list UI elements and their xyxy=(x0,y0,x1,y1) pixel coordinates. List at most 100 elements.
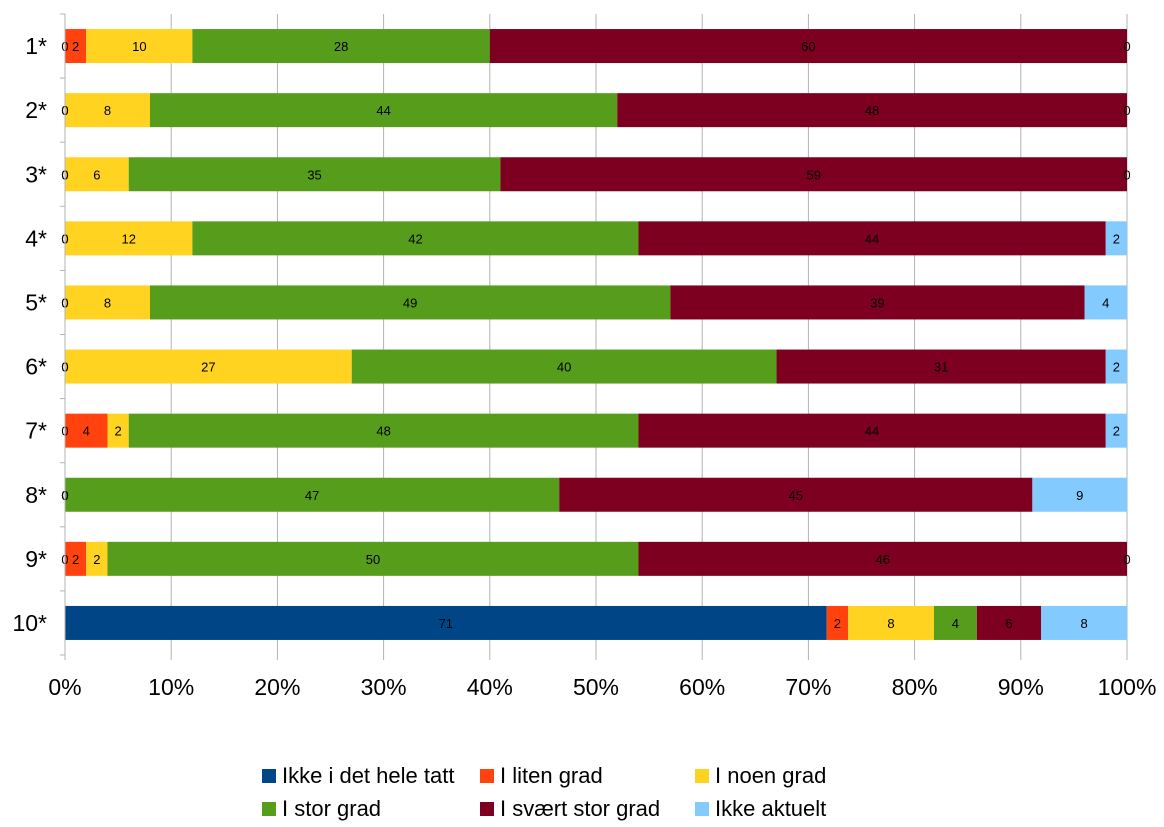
data-label: 44 xyxy=(376,103,390,118)
y-tick-label: 9* xyxy=(25,546,47,572)
x-tick-label: 70% xyxy=(785,674,831,700)
x-tick-label: 0% xyxy=(48,674,81,700)
bar-segment xyxy=(933,605,977,640)
x-tick-label: 90% xyxy=(998,674,1044,700)
data-label: 2 xyxy=(72,39,79,54)
data-label: 2 xyxy=(1113,231,1120,246)
bar-segment xyxy=(776,349,1106,384)
data-label: 42 xyxy=(408,231,422,246)
data-label: 47 xyxy=(305,488,319,503)
legend-swatch xyxy=(262,802,276,816)
data-label: 39 xyxy=(870,295,884,310)
axes: 0% 10% 20% 30% 40% 50% 60% 70% 80% 90% 100% 1* 2* 3* 4… xyxy=(12,13,1156,700)
data-label: 8 xyxy=(104,295,111,310)
bar-segment xyxy=(1032,477,1127,512)
data-label: 46 xyxy=(876,552,890,567)
legend-swatch xyxy=(262,769,276,783)
data-label: 8 xyxy=(887,616,894,631)
data-label: 28 xyxy=(334,39,348,54)
legend-swatch xyxy=(695,769,709,783)
x-tick-label: 10% xyxy=(148,674,194,700)
bar-segment xyxy=(107,541,639,576)
bar-segment xyxy=(192,221,639,256)
bar-segment xyxy=(976,605,1042,640)
bar-segment xyxy=(65,413,108,448)
bar-segment xyxy=(848,605,934,640)
data-label: 0 xyxy=(1123,103,1130,118)
bar-segment xyxy=(65,157,129,192)
bar-segment xyxy=(192,29,490,64)
bar-segment xyxy=(128,413,639,448)
bar-segment xyxy=(638,413,1106,448)
legend-label: I noen grad xyxy=(715,763,827,788)
legend: Ikke i det hele tatt I liten grad I noen g… xyxy=(262,762,942,826)
data-label: 0 xyxy=(1123,552,1130,567)
data-label: 71 xyxy=(439,616,453,631)
bars: 0210286000084448000635590001242442008493… xyxy=(61,29,1131,640)
y-tick-label: 2* xyxy=(25,97,47,123)
data-label: 2 xyxy=(1113,360,1120,375)
bar-segment xyxy=(86,29,193,64)
bar-segment xyxy=(1041,605,1127,640)
data-label: 60 xyxy=(801,39,815,54)
data-label: 9 xyxy=(1076,488,1083,503)
bar-segment xyxy=(617,93,1127,128)
bar-segment xyxy=(1105,413,1127,448)
data-label: 49 xyxy=(403,295,417,310)
data-label: 2 xyxy=(1113,424,1120,439)
data-label: 0 xyxy=(1123,167,1130,182)
data-label: 12 xyxy=(121,231,135,246)
legend-swatch xyxy=(695,802,709,816)
bar-segment xyxy=(638,541,1127,576)
data-label: 44 xyxy=(865,231,879,246)
legend-swatch xyxy=(480,769,494,783)
bar-segment xyxy=(65,349,352,384)
data-label: 2 xyxy=(834,616,841,631)
bar-segment xyxy=(65,477,560,512)
bar-segment xyxy=(149,93,618,128)
data-label: 45 xyxy=(789,488,803,503)
data-label: 4 xyxy=(952,616,959,631)
legend-item: Ikke aktuelt xyxy=(695,795,895,823)
stacked-bar-chart: 0210286000084448000635590001242442008493… xyxy=(12,13,1156,700)
y-tick-label: 7* xyxy=(25,418,47,444)
x-tick-label: 60% xyxy=(679,674,725,700)
legend-item: I stor grad xyxy=(262,795,480,823)
data-label: 2 xyxy=(93,552,100,567)
x-tick-label: 80% xyxy=(892,674,938,700)
bar-segment xyxy=(638,221,1106,256)
data-label: 2 xyxy=(72,552,79,567)
bar-segment xyxy=(826,605,849,640)
y-tick-label: 4* xyxy=(25,225,47,251)
bar-segment xyxy=(65,93,150,128)
bar-segment xyxy=(1105,221,1127,256)
y-tick-label: 8* xyxy=(25,482,47,508)
data-label: 2 xyxy=(114,424,121,439)
y-tick-label: 10* xyxy=(12,610,47,636)
y-tick-label: 5* xyxy=(25,289,47,315)
data-label: 50 xyxy=(366,552,380,567)
y-tick-label: 6* xyxy=(25,354,47,380)
bar-segment xyxy=(65,221,193,256)
bar-segment xyxy=(107,413,129,448)
x-tick-label: 40% xyxy=(467,674,513,700)
data-label: 10 xyxy=(132,39,146,54)
y-tick-label: 1* xyxy=(25,33,47,59)
bar-segment xyxy=(1084,285,1127,320)
data-label: 6 xyxy=(93,167,100,182)
x-tick-label: 20% xyxy=(254,674,300,700)
legend-item: Ikke i det hele tatt xyxy=(262,762,480,790)
data-label: 59 xyxy=(806,167,820,182)
data-label: 48 xyxy=(865,103,879,118)
x-tick-label: 30% xyxy=(361,674,407,700)
legend-label: Ikke i det hele tatt xyxy=(282,763,455,788)
bar-segment xyxy=(559,477,1033,512)
y-tick-label: 3* xyxy=(25,161,47,187)
data-label: 6 xyxy=(1005,616,1012,631)
bar-segment xyxy=(1105,349,1127,384)
data-label: 48 xyxy=(376,424,390,439)
data-label: 31 xyxy=(934,360,948,375)
legend-label: Ikke aktuelt xyxy=(715,796,827,821)
legend-swatch xyxy=(480,802,494,816)
bar-segment xyxy=(351,349,777,384)
